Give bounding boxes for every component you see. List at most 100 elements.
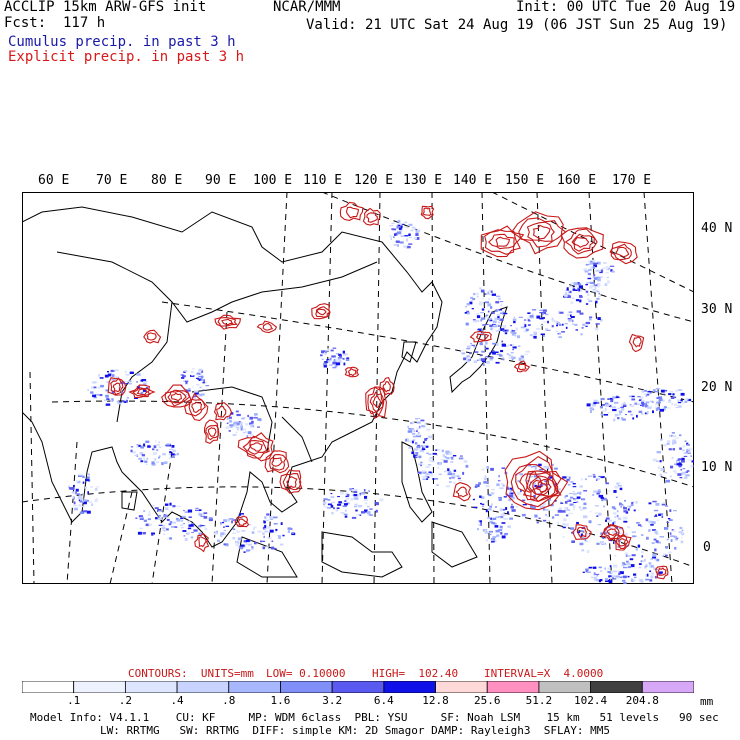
cumulus-cell [87, 500, 89, 502]
cumulus-cell [500, 497, 502, 500]
cumulus-cell [529, 315, 534, 318]
cumulus-cell [600, 476, 605, 479]
cumulus-cell [585, 283, 588, 286]
cumulus-cell [502, 509, 506, 511]
cumulus-cell [407, 430, 412, 433]
cumulus-cell [168, 453, 172, 455]
cumulus-cell [621, 408, 625, 411]
cumulus-cell [217, 539, 220, 542]
colorbar-label: .8 [222, 694, 236, 707]
cumulus-cell [226, 422, 229, 424]
cumulus-cell [572, 505, 576, 508]
cumulus-cell [654, 575, 657, 579]
cumulus-cell [466, 355, 470, 359]
cumulus-cell [242, 417, 246, 419]
cumulus-cell [667, 400, 672, 404]
cumulus-cell [539, 324, 544, 327]
cumulus-cell [78, 494, 81, 496]
colorbar-unit: mm [700, 695, 714, 708]
cumulus-cell [576, 501, 579, 503]
cumulus-cell [485, 347, 489, 350]
cumulus-cell [238, 514, 242, 516]
explicit-contour [264, 450, 290, 474]
cumulus-cell [501, 340, 504, 343]
cumulus-cell [514, 333, 517, 337]
cumulus-cell [79, 500, 84, 503]
cumulus-cell [202, 389, 205, 391]
cumulus-cell [602, 404, 607, 406]
cumulus-cell [592, 408, 595, 411]
cumulus-cell [143, 457, 146, 460]
cumulus-cell [567, 480, 571, 483]
cumulus-cell [155, 449, 159, 452]
cumulus-cell [656, 401, 659, 404]
cumulus-cell [229, 424, 234, 427]
cumulus-cell [432, 452, 437, 455]
explicit-contour [279, 469, 303, 494]
cumulus-cell [535, 327, 541, 330]
colorbar-swatch [486, 681, 540, 693]
cumulus-cell [164, 514, 166, 516]
cumulus-cell [190, 524, 194, 527]
cumulus-cell [422, 464, 425, 466]
cumulus-cell [233, 422, 236, 425]
cumulus-cell [600, 269, 604, 273]
cumulus-cell [492, 517, 497, 520]
cumulus-cell [445, 485, 450, 488]
cumulus-cell [493, 324, 497, 326]
cumulus-cell [652, 458, 657, 462]
cumulus-cell [670, 465, 674, 469]
cumulus-cell [323, 362, 327, 366]
cumulus-cell [686, 450, 689, 453]
cumulus-cell [453, 469, 457, 472]
cumulus-cell [479, 303, 483, 306]
cumulus-cell [242, 428, 247, 431]
lon-label: 90 E [205, 173, 237, 188]
cumulus-cell [603, 505, 606, 508]
cumulus-cell [533, 495, 536, 498]
cumulus-cell [655, 387, 660, 390]
cumulus-cell [342, 350, 345, 354]
cumulus-cell [660, 468, 664, 471]
cumulus-cell [243, 540, 247, 543]
cumulus-cell [157, 514, 161, 517]
cumulus-cell [619, 532, 622, 535]
cumulus-cell [594, 327, 599, 331]
cumulus-cell [527, 312, 531, 314]
cumulus-cell [616, 532, 620, 534]
cumulus-cell [573, 498, 576, 501]
cumulus-cell [663, 444, 667, 447]
cumulus-cell [557, 521, 559, 525]
cumulus-cell [588, 520, 592, 524]
forecast-hour: Fcst: 117 h [4, 15, 106, 31]
cumulus-cell [180, 524, 184, 526]
cumulus-cell [240, 514, 244, 516]
cumulus-cell [479, 354, 482, 357]
cumulus-cell [608, 267, 611, 270]
cumulus-cell [558, 488, 561, 490]
cumulus-cell [617, 407, 620, 409]
lon-label: 120 E [354, 173, 394, 188]
lon-label: 170 E [612, 173, 652, 188]
cumulus-cell [594, 262, 599, 265]
cumulus-cell [241, 417, 245, 420]
cumulus-cell [580, 333, 583, 336]
cumulus-cell [418, 425, 421, 429]
cumulus-cell [72, 487, 75, 489]
cumulus-cell [148, 510, 151, 514]
cumulus-cell [261, 540, 266, 542]
cumulus-cell [585, 568, 589, 571]
explicit-contour [369, 391, 384, 412]
cumulus-cell [654, 548, 657, 552]
cumulus-cell [667, 518, 671, 520]
cumulus-cell [604, 567, 606, 570]
cumulus-cell [542, 503, 547, 505]
explicit-contour [170, 392, 183, 402]
explicit-contour [216, 405, 227, 418]
cumulus-cell [639, 579, 644, 583]
cumulus-cell [630, 504, 634, 506]
cumulus-cell [501, 343, 506, 347]
cumulus-cell [690, 464, 694, 468]
cumulus-cell [136, 444, 141, 447]
cumulus-cell [518, 357, 522, 359]
